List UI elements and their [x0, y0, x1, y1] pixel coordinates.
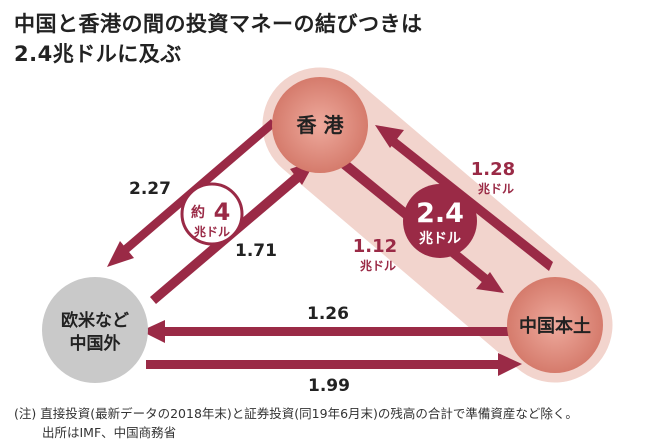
callout-west-hk-prefix: 約	[191, 204, 205, 221]
unit-mainland-to-hk: 兆ドル	[478, 181, 514, 196]
node-west: 欧米など 中国外	[42, 277, 148, 383]
node-hongkong-label: 香 港	[297, 113, 345, 137]
callout-west-hk-total: 約 4 兆ドル	[180, 182, 244, 246]
node-hongkong: 香 港	[272, 77, 368, 173]
callout-hk-mainland-total: 2.4 兆ドル	[403, 184, 477, 258]
value-mainland-to-hk: 1.28	[471, 159, 515, 180]
arrow-west-to-mainland	[146, 353, 522, 376]
arrow-mainland-to-west	[141, 320, 515, 343]
value-hk-to-mainland: 1.12	[353, 236, 397, 257]
node-mainland-label: 中国本土	[519, 315, 591, 337]
value-hk-to-west: 2.27	[129, 179, 171, 199]
node-west-label-2: 中国外	[70, 333, 121, 354]
callout-west-hk-unit: 兆ドル	[194, 224, 230, 239]
callout-hk-mainland-unit: 兆ドル	[419, 231, 461, 247]
value-mainland-to-west: 1.26	[307, 304, 349, 324]
callout-west-hk-value: 4	[214, 198, 231, 226]
source-note: 出所はIMF、中国商務省	[42, 425, 177, 440]
value-west-to-hk: 1.71	[235, 241, 277, 261]
title-line-1: 中国と香港の間の投資マネーの結びつきは	[14, 12, 423, 36]
value-west-to-mainland: 1.99	[308, 376, 350, 396]
unit-hk-to-mainland: 兆ドル	[360, 258, 396, 273]
title-line-2: 2.4兆ドルに及ぶ	[14, 42, 182, 66]
callout-hk-mainland-value: 2.4	[416, 198, 464, 229]
node-mainland: 中国本土	[507, 277, 603, 373]
node-west-label-1: 欧米など	[61, 310, 129, 331]
footnote: (注) 直接投資(最新データの2018年末)と証券投資(同19年6月末)の残高の…	[14, 406, 578, 421]
